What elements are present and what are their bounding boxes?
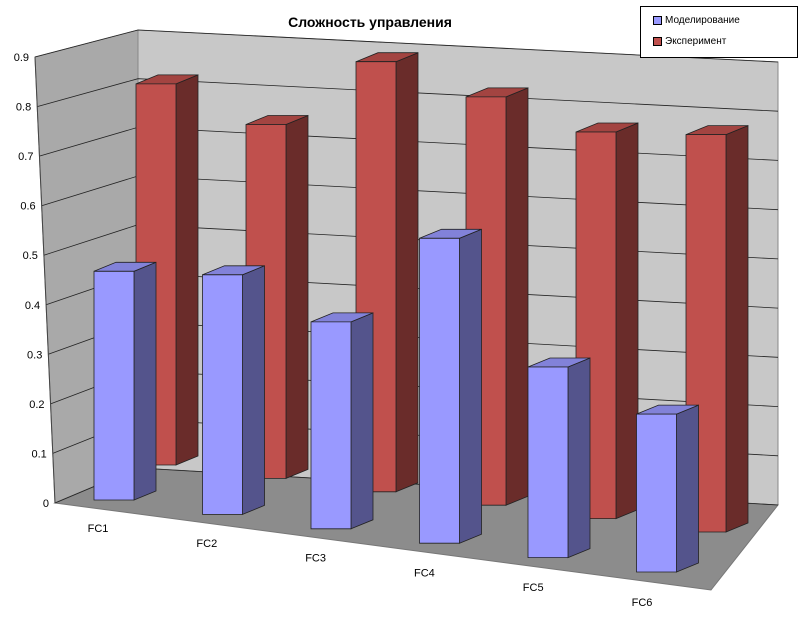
legend: Моделирование Эксперимент [640, 6, 798, 58]
legend-swatch-series-1 [653, 15, 662, 25]
y-tick-label: 0.1 [31, 448, 46, 460]
bar-modeling-FC4 [419, 228, 482, 544]
y-tick-label: 0.6 [20, 201, 35, 213]
chart-title: Сложность управления [288, 14, 452, 30]
y-tick-label: 0.9 [14, 52, 29, 64]
legend-label-series-2: Эксперимент [665, 35, 727, 47]
legend-label-series-1: Моделирование [665, 14, 740, 26]
y-tick-label: 0.4 [25, 300, 40, 312]
bar-modeling-FC6 [636, 404, 699, 573]
y-axis-line [34, 56, 56, 504]
y-tick-label: 0.8 [16, 102, 31, 114]
y-tick-label: 0.2 [29, 399, 44, 411]
legend-swatch-series-2 [653, 36, 662, 46]
x-tick-label: FC5 [523, 582, 544, 594]
bar-modeling-FC2 [202, 265, 265, 515]
x-tick-label: FC6 [632, 597, 653, 609]
x-tick-label: FC4 [414, 567, 435, 579]
gridline [37, 78, 779, 112]
bar-modeling-FC1 [93, 261, 157, 501]
bar-modeling-FC3 [310, 312, 374, 530]
x-tick-label: FC1 [88, 523, 109, 535]
x-tick-label: FC3 [305, 553, 326, 565]
x-tick-label: FC2 [196, 538, 217, 550]
bar-experiment-FC2 [245, 114, 309, 479]
y-tick-label: 0.3 [27, 349, 42, 361]
gridline [34, 29, 779, 63]
legend-item-series-2: Эксперимент [653, 34, 726, 48]
y-tick-label: 0.5 [23, 250, 38, 262]
y-tick-label: 0.7 [18, 151, 33, 163]
legend-item-series-1: Моделирование [653, 13, 740, 27]
y-tick-label: 0 [43, 498, 49, 510]
bar-modeling-FC5 [527, 357, 591, 559]
